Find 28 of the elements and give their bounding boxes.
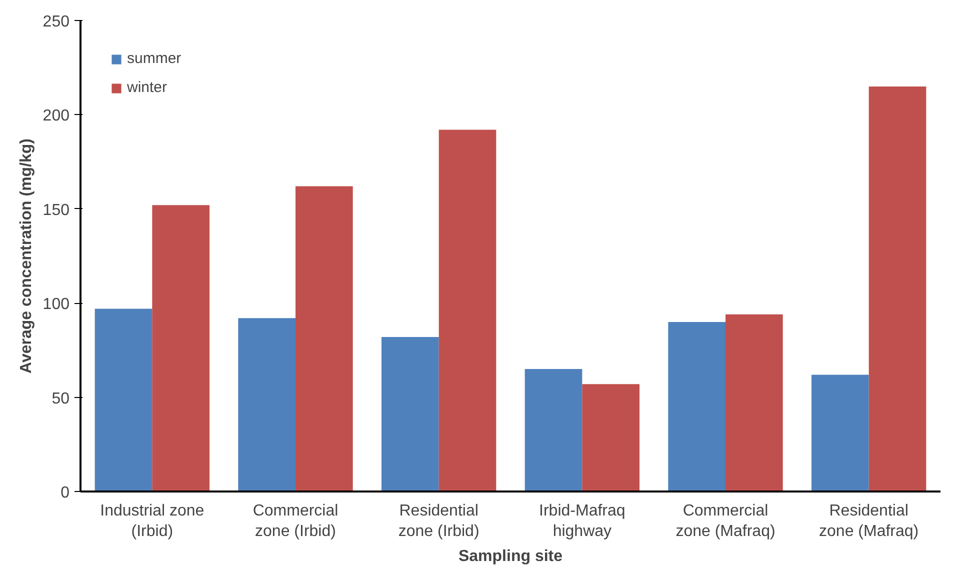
bar bbox=[382, 337, 439, 492]
bar bbox=[668, 322, 726, 492]
x-axis-title: Sampling site bbox=[458, 548, 563, 565]
y-tick-label: 250 bbox=[42, 14, 70, 30]
bar bbox=[438, 130, 496, 492]
y-tick-label: 100 bbox=[42, 296, 70, 314]
bar bbox=[868, 86, 926, 492]
legend-label: summer bbox=[127, 50, 182, 67]
legend-label: winter bbox=[127, 79, 168, 96]
x-tick-label: Residential zone (Irbid) bbox=[398, 502, 480, 540]
bar bbox=[812, 374, 869, 492]
y-tick-label: 0 bbox=[60, 484, 70, 502]
x-tick-label: Commercial zone (Mafraq) bbox=[676, 502, 776, 540]
bar bbox=[582, 384, 640, 492]
y-tick-label: 50 bbox=[52, 390, 70, 408]
x-tick-label: Industrial zone (Irbid) bbox=[100, 502, 204, 540]
x-tick-label: Irbid-Mafraq highway bbox=[539, 502, 626, 540]
bar bbox=[152, 205, 210, 492]
bar bbox=[296, 186, 353, 492]
bar bbox=[238, 318, 296, 492]
bar bbox=[94, 308, 152, 492]
y-tick-label: 150 bbox=[42, 202, 70, 219]
bar bbox=[524, 369, 582, 492]
y-axis-title: Average concentration (mg/kg) bbox=[18, 138, 35, 374]
y-tick-label: 200 bbox=[42, 108, 70, 125]
bar bbox=[726, 314, 783, 492]
x-tick-label: Residential zone (Mafraq) bbox=[819, 502, 919, 540]
x-tick-label: Commercial zone (Irbid) bbox=[252, 502, 338, 540]
